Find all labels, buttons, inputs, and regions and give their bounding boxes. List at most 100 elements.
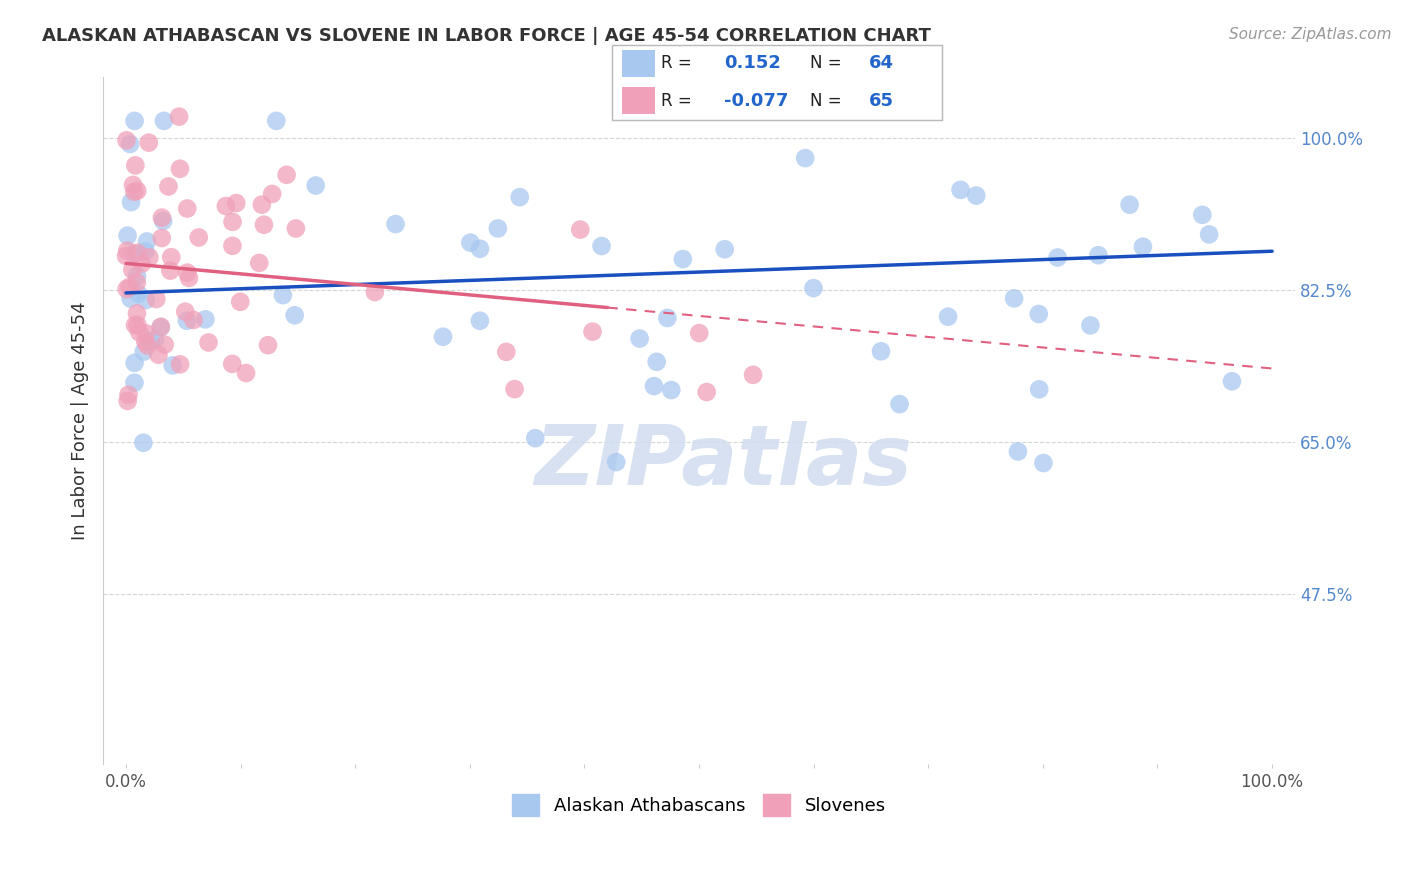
Point [1028,307,1050,321]
Point [122,178,145,192]
Point [148,348,170,362]
Point [468,242,491,256]
Point [257,338,280,352]
Text: 64: 64 [869,54,894,71]
Point [121,262,143,277]
Point [524,431,547,445]
Point [672,252,695,266]
Point [118,280,141,294]
Point [127,245,149,260]
Point [153,114,176,128]
Point [128,326,150,340]
Point [1132,240,1154,254]
Point [169,357,191,371]
Point [432,329,454,343]
Point [117,393,139,408]
Point [1002,291,1025,305]
Point [132,344,155,359]
Point [870,344,893,359]
Point [124,318,146,333]
Point [153,337,176,351]
Point [696,385,718,400]
FancyBboxPatch shape [621,50,655,78]
Point [509,190,531,204]
Text: ZIPatlas: ZIPatlas [534,421,912,502]
Point [247,256,270,270]
Point [124,356,146,370]
Text: 65: 65 [869,92,894,110]
Point [221,215,243,229]
Point [149,319,172,334]
Text: N =: N = [810,92,841,110]
Point [127,286,149,301]
Point [495,344,517,359]
Point [1191,208,1213,222]
Point [125,269,148,284]
Point [169,161,191,176]
Point [384,217,406,231]
Point [138,251,160,265]
Point [125,306,148,320]
Point [115,133,138,147]
Point [167,110,190,124]
Point [460,235,482,250]
Point [117,388,139,402]
Point [124,376,146,390]
Point [659,383,682,397]
Point [713,242,735,256]
Point [645,355,668,369]
Point [221,357,243,371]
Point [115,282,138,296]
Point [124,114,146,128]
Point [1046,251,1069,265]
FancyBboxPatch shape [621,87,655,114]
Point [152,214,174,228]
Point [284,221,307,235]
Point [197,335,219,350]
Point [177,271,200,285]
Point [1087,248,1109,262]
Text: R =: R = [661,54,692,71]
Point [143,333,166,347]
Point [949,183,972,197]
Point [1032,456,1054,470]
Point [174,304,197,318]
Point [134,244,156,259]
Point [221,239,243,253]
Point [503,382,526,396]
Point [215,199,238,213]
Point [157,179,180,194]
Point [187,230,209,244]
Point [803,281,825,295]
Point [120,136,142,151]
Point [183,313,205,327]
Point [643,379,665,393]
Point [1007,444,1029,458]
Point [117,244,139,258]
Point [1198,227,1220,242]
Point [162,359,184,373]
Point [124,185,146,199]
Point [742,368,765,382]
Point [120,195,142,210]
Point [120,292,142,306]
Point [581,325,603,339]
Point [305,178,328,193]
Point [176,202,198,216]
Point [150,211,173,225]
Point [276,168,298,182]
Point [965,188,987,202]
Point [124,158,146,172]
Point [628,332,651,346]
Text: -0.077: -0.077 [724,92,789,110]
Point [135,293,157,307]
Point [794,151,817,165]
Point [1028,382,1050,396]
Point [266,114,288,128]
Y-axis label: In Labor Force | Age 45-54: In Labor Force | Age 45-54 [72,301,89,540]
Point [127,184,149,198]
Point [139,334,162,349]
Text: N =: N = [810,54,841,71]
Text: ALASKAN ATHABASCAN VS SLOVENE IN LABOR FORCE | AGE 45-54 CORRELATION CHART: ALASKAN ATHABASCAN VS SLOVENE IN LABOR F… [42,27,931,45]
Point [127,318,149,332]
